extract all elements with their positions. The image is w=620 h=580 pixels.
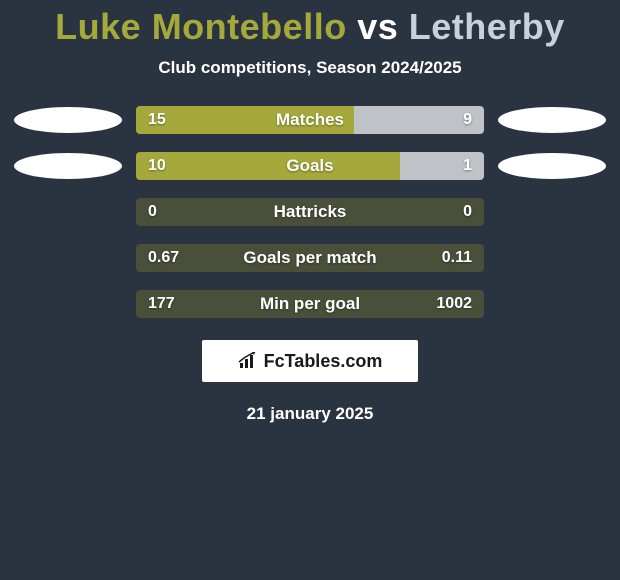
stat-label: Min per goal [136,290,484,318]
stat-row: Goals per match0.67 0.11 [0,244,620,272]
stat-bar: Hattricks0 0 [136,198,484,226]
stat-label: Hattricks [136,198,484,226]
stat-bar: Matches159 [136,106,484,134]
bar-right-fill [400,152,484,180]
stat-row: Min per goal177 1002 [0,290,620,318]
stat-row: Hattricks0 0 [0,198,620,226]
stat-value-left: 0.67 [148,244,179,272]
stat-value-left: 0 [148,198,157,226]
stat-value-left: 177 [148,290,175,318]
stat-rows: Matches159 Goals101 Hattricks0 0 Goals per m… [0,106,620,318]
stat-bar: Min per goal177 1002 [136,290,484,318]
stat-row: Goals101 [0,152,620,180]
brand-box: FcTables.com [202,340,418,382]
stat-label: Goals per match [136,244,484,272]
player1-name: Luke Montebello [55,6,347,47]
date-text: 21 january 2025 [0,404,620,424]
comparison-card: Luke Montebello vs Letherby Club competi… [0,0,620,424]
stat-bar: Goals per match0.67 0.11 [136,244,484,272]
brand-text: FcTables.com [264,351,383,372]
stat-bar: Goals101 [136,152,484,180]
bar-right-fill [354,106,485,134]
bar-left-fill [136,106,354,134]
vs-text: vs [357,6,398,47]
stat-value-right: 0 [463,198,472,226]
player2-name: Letherby [409,6,565,47]
player1-marker [14,107,122,133]
bar-left-fill [136,152,400,180]
stat-value-right: 0.11 [442,244,472,272]
stat-row: Matches159 [0,106,620,134]
chart-icon [238,352,258,370]
player1-marker [14,153,122,179]
stat-value-right: 1002 [436,290,472,318]
subtitle: Club competitions, Season 2024/2025 [0,58,620,78]
page-title: Luke Montebello vs Letherby [0,6,620,48]
player2-marker [498,153,606,179]
player2-marker [498,107,606,133]
